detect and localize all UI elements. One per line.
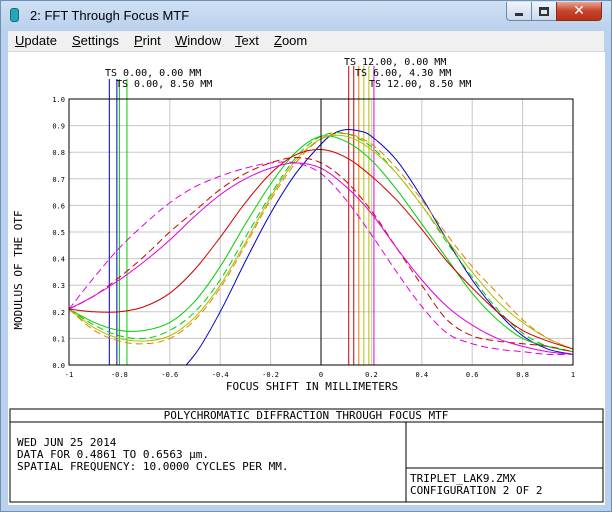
close-button[interactable]: ✕ — [556, 2, 602, 21]
y-tick-label: 0.7 — [52, 176, 65, 184]
x-tick-label: 0.2 — [365, 371, 378, 379]
plot-area: -1 -0.8 -0.6 -0.4 -0.2 0 0.2 0.4 0.6 0.8 1 0.0 0.1 0.… — [8, 52, 605, 505]
minimize-button[interactable] — [506, 2, 532, 21]
info-filename: TRIPLET_LAK9.ZMX — [410, 472, 516, 485]
mtf-curve-blue-tangential — [109, 128, 573, 365]
info-date: WED JUN 25 2014 — [17, 436, 117, 449]
x-tick-label: 0 — [319, 371, 323, 379]
title-bar[interactable]: 2: FFT Through Focus MTF ✕ — [1, 1, 611, 31]
menu-window[interactable]: Window — [175, 33, 222, 48]
info-frequency: SPATIAL FREQUENCY: 10.0000 CYCLES PER MM… — [17, 460, 289, 473]
x-tick-label: 1 — [571, 371, 575, 379]
x-tick-label: -0.6 — [161, 371, 178, 379]
x-tick-label: -0.2 — [262, 371, 279, 379]
menu-settings[interactable]: Settings — [72, 33, 119, 48]
close-icon: ✕ — [573, 3, 585, 19]
y-tick-label: 0.3 — [52, 282, 65, 290]
info-frame — [9, 408, 604, 503]
menu-text[interactable]: Text — [235, 33, 259, 48]
mtf-plot: -1 -0.8 -0.6 -0.4 -0.2 0 0.2 0.4 0.6 0.8 1 0.0 0.1 0.… — [8, 52, 605, 505]
menu-zoom[interactable]: Zoom — [274, 33, 308, 48]
maximize-button[interactable] — [531, 2, 557, 21]
y-tick-label: 0.4 — [52, 256, 65, 264]
x-tick-label: -0.8 — [111, 371, 128, 379]
maximize-icon — [539, 6, 549, 16]
x-tick-label: -0.4 — [212, 371, 229, 379]
chart-title: POLYCHROMATIC DIFFRACTION THROUGH FOCUS … — [164, 409, 449, 422]
y-tick-label: 0.5 — [52, 229, 65, 237]
y-tick-label: 0.2 — [52, 309, 65, 317]
x-tick-label: 0.4 — [415, 371, 428, 379]
x-axis-label: FOCUS SHIFT IN MILLIMETERS — [226, 380, 398, 393]
window-title: 2: FFT Through Focus MTF — [30, 8, 190, 23]
field-label: TS 0.00, 0.00 MM — [105, 68, 201, 79]
tick-labels: -1 -0.8 -0.6 -0.4 -0.2 0 0.2 0.4 0.6 0.8 1 0.0 0.1 0.… — [52, 96, 575, 379]
y-tick-label: 0.1 — [52, 335, 65, 343]
menu-print[interactable]: Print — [134, 33, 161, 48]
zemax-app-icon[interactable] — [10, 8, 19, 22]
field-label: TS 6.00, 4.30 MM — [355, 68, 451, 79]
field-label: TS 12.00, 0.00 MM — [344, 57, 446, 68]
y-tick-label: 0.9 — [52, 123, 65, 131]
y-tick-label: 0.0 — [52, 362, 65, 370]
y-tick-label: 0.6 — [52, 202, 65, 210]
field-label: TS 0.00, 8.50 MM — [116, 79, 212, 90]
y-axis-label: MODULUS OF THE OTF — [12, 210, 25, 329]
minimize-icon — [515, 13, 523, 16]
y-tick-label: 0.8 — [52, 149, 65, 157]
info-configuration: CONFIGURATION 2 OF 2 — [410, 484, 542, 497]
field-label: TS 12.00, 8.50 MM — [369, 79, 471, 90]
x-tick-label: -1 — [65, 371, 73, 379]
focus-markers — [108, 66, 375, 365]
menu-bar: Update Settings Print Window Text Zoom — [8, 31, 604, 52]
x-tick-label: 0.8 — [516, 371, 529, 379]
x-tick-label: 0.6 — [466, 371, 479, 379]
menu-update[interactable]: Update — [15, 33, 57, 48]
info-wavelength: DATA FOR 0.4861 TO 0.6563 µm. — [17, 448, 209, 461]
y-tick-label: 1.0 — [52, 96, 65, 104]
